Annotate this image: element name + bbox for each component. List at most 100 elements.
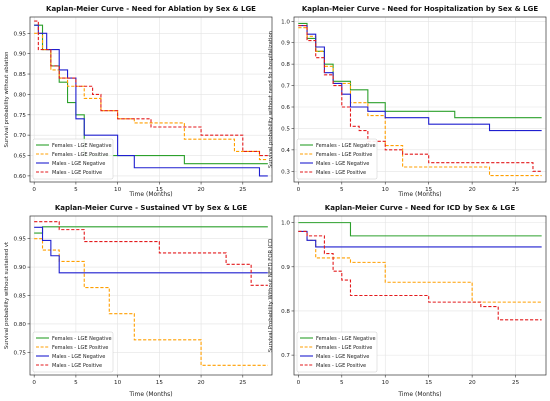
x-tick-label: 5: [340, 187, 344, 193]
legend-label: Males - LGE Negative: [316, 354, 369, 360]
x-tick-label: 25: [239, 380, 247, 386]
chart-panel-2: 0 5 10 15 20 25 0.3 0.4 0.5 0.6 0.7 0.8 0.9 1.0 Kaplan…: [268, 5, 547, 198]
y-tick-label: 1.0: [281, 19, 290, 25]
y-tick-label: 0.9: [281, 265, 290, 271]
x-tick-label: 25: [239, 187, 247, 193]
legend-label: Females - LGE Positive: [52, 345, 108, 351]
series-line-4: [298, 25, 542, 172]
legend-label: Males - LGE Positive: [52, 170, 102, 176]
x-tick-label: 10: [382, 380, 390, 386]
legend: Females - LGE Negative Females - LGE Posi…: [32, 331, 114, 373]
x-tick-label: 15: [425, 187, 433, 193]
x-axis-label: Time (Months): [128, 391, 172, 398]
x-axis-label: Time (Months): [397, 191, 441, 198]
chart-panel-4: 0 5 10 15 20 25 0.7 0.8 0.9 1.0 Kaplan-Meier Curve…: [268, 204, 547, 398]
x-tick-label: 5: [74, 187, 78, 193]
legend-box: [296, 331, 378, 373]
y-axis-label: Survival probability without ablation: [4, 51, 10, 147]
x-tick-label: 15: [425, 380, 433, 386]
legend-label: Males - LGE Negative: [316, 161, 369, 167]
chart-title: Kaplan-Meier Curve - Need for ICD by Sex…: [325, 204, 516, 212]
y-tick-label: 0.60: [14, 174, 27, 180]
x-tick-label: 5: [340, 380, 344, 386]
y-tick-label: 0.8: [281, 309, 290, 315]
x-tick-label: 15: [156, 187, 164, 193]
x-axis-label: Time (Months): [128, 191, 172, 198]
legend-label: Males - LGE Negative: [52, 354, 105, 360]
y-tick-label: 0.85: [14, 72, 27, 78]
legend-box: [32, 331, 114, 373]
series-line-4: [34, 20, 268, 157]
x-tick-label: 0: [297, 380, 301, 386]
y-tick-label: 0.65: [14, 154, 27, 160]
x-tick-label: 5: [74, 380, 78, 386]
legend-label: Males - LGE Positive: [316, 170, 366, 176]
chart-title: Kaplan-Meier Curve - Need for Hospitaliz…: [302, 5, 539, 13]
series-line-2: [34, 238, 268, 366]
x-tick-label: 15: [156, 380, 164, 386]
x-tick-label: 10: [114, 187, 122, 193]
y-tick-label: 0.80: [14, 92, 27, 98]
legend-label: Females - LGE Negative: [52, 143, 112, 149]
y-tick-label: 0.5: [281, 126, 290, 132]
y-tick-label: 0.70: [14, 133, 27, 139]
legend-label: Females - LGE Negative: [52, 336, 112, 342]
y-tick-label: 0.8: [281, 62, 290, 68]
x-tick-label: 10: [382, 187, 390, 193]
legend-box: [296, 138, 378, 180]
y-tick-label: 0.4: [281, 148, 290, 154]
chart-title: Kaplan-Meier Curve - Need for Ablation b…: [46, 5, 256, 13]
y-tick-label: 0.95: [14, 237, 27, 243]
x-tick-label: 25: [512, 187, 520, 193]
legend: Females - LGE Negative Females - LGE Posi…: [296, 138, 378, 180]
x-tick-label: 20: [469, 380, 477, 386]
y-axis-label: Survival probability without sustained v…: [4, 242, 10, 349]
plot-frame: [293, 215, 547, 376]
legend-box: [32, 138, 114, 180]
y-tick-label: 0.90: [14, 52, 27, 58]
series-line-3: [34, 226, 268, 274]
series-line-1: [298, 22, 542, 119]
legend-label: Females - LGE Positive: [52, 152, 108, 158]
chart-title: Kaplan-Meier Curve - Sustained VT by Sex…: [55, 204, 248, 212]
series-line-3: [34, 24, 268, 177]
y-tick-label: 0.90: [14, 265, 27, 271]
y-tick-label: 0.9: [281, 41, 290, 47]
y-tick-label: 0.7: [281, 353, 290, 359]
legend-label: Males - LGE Negative: [52, 161, 105, 167]
y-tick-label: 0.75: [14, 113, 27, 119]
series-line-4: [34, 221, 268, 286]
legend-label: Females - LGE Negative: [316, 336, 376, 342]
plot-frame: [29, 16, 273, 183]
x-tick-label: 20: [198, 380, 206, 386]
legend: Females - LGE Negative Females - LGE Posi…: [32, 138, 114, 180]
legend-label: Males - LGE Positive: [52, 363, 102, 369]
series-line-4: [298, 230, 542, 321]
plot-frame: [293, 16, 547, 183]
plot-frame: [29, 215, 273, 376]
y-axis-label: Survival probability without need for ho…: [268, 31, 274, 168]
y-tick-label: 0.6: [281, 105, 290, 111]
legend-label: Females - LGE Negative: [316, 143, 376, 149]
x-tick-label: 10: [114, 380, 122, 386]
series-line-1: [298, 222, 542, 237]
y-tick-label: 0.95: [14, 31, 27, 37]
y-tick-label: 0.80: [14, 322, 27, 328]
y-tick-label: 1.0: [281, 221, 290, 227]
chart-panel-1: 0 5 10 15 20 25 0.60 0.65 0.70 0.75 0.80 0.85 0.90 0.…: [4, 5, 273, 198]
y-tick-label: 0.85: [14, 294, 27, 300]
legend-label: Females - LGE Positive: [316, 345, 372, 351]
legend-label: Males - LGE Positive: [316, 363, 366, 369]
y-tick-label: 0.7: [281, 84, 290, 90]
x-tick-label: 0: [32, 380, 36, 386]
x-tick-label: 25: [512, 380, 520, 386]
legend-label: Females - LGE Positive: [316, 152, 372, 158]
x-axis-label: Time (Months): [397, 391, 441, 398]
legend: Females - LGE Negative Females - LGE Posi…: [296, 331, 378, 373]
y-axis-label: Survival Probability Without NEED FOR IC…: [268, 239, 274, 352]
x-tick-label: 20: [469, 187, 477, 193]
series-line-2: [298, 27, 542, 177]
x-tick-label: 20: [198, 187, 206, 193]
y-tick-label: 0.75: [14, 350, 27, 356]
